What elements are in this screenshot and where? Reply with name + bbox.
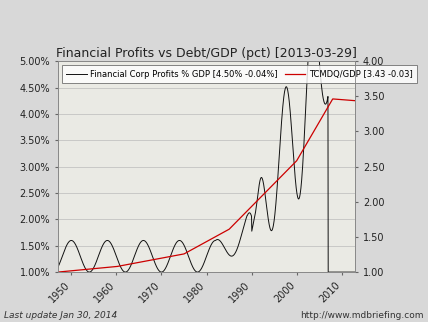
Financial Corp Profits % GDP [4.50% -0.04%] <box>218 239 223 243</box>
TCMDQ/GDP [3.43 -0.03] <box>211 236 217 240</box>
TCMDQ/GDP [3.43 -0.03] <box>218 232 223 236</box>
Financial Corp Profits % GDP [4.50% -0.04%] <box>155 267 160 271</box>
Line: TCMDQ/GDP [3.43 -0.03]: TCMDQ/GDP [3.43 -0.03] <box>58 99 355 272</box>
TCMDQ/GDP [3.43 -0.03] <box>155 257 160 261</box>
TCMDQ/GDP [3.43 -0.03] <box>330 97 336 101</box>
Financial Corp Profits % GDP [4.50% -0.04%] <box>55 266 60 270</box>
Financial Corp Profits % GDP [4.50% -0.04%] <box>326 270 331 274</box>
Line: Financial Corp Profits % GDP [4.50% -0.04%]: Financial Corp Profits % GDP [4.50% -0.0… <box>58 51 355 272</box>
Text: Last update Jan 30, 2014: Last update Jan 30, 2014 <box>4 311 118 320</box>
Financial Corp Profits % GDP [4.50% -0.04%] <box>95 257 100 261</box>
Financial Corp Profits % GDP [4.50% -0.04%] <box>105 239 110 242</box>
Text: http://www.mdbriefing.com: http://www.mdbriefing.com <box>300 311 424 320</box>
Legend: Financial Corp Profits % GDP [4.50% -0.04%], TCMDQ/GDP [3.43 -0.03]: Financial Corp Profits % GDP [4.50% -0.0… <box>62 65 416 83</box>
TCMDQ/GDP [3.43 -0.03] <box>55 270 60 274</box>
TCMDQ/GDP [3.43 -0.03] <box>95 267 100 270</box>
Financial Corp Profits % GDP [4.50% -0.04%] <box>353 270 358 274</box>
Title: Financial Profits vs Debt/GDP (pct) [2013-03-29]: Financial Profits vs Debt/GDP (pct) [201… <box>56 47 357 60</box>
Financial Corp Profits % GDP [4.50% -0.04%] <box>211 239 217 243</box>
TCMDQ/GDP [3.43 -0.03] <box>184 251 189 254</box>
TCMDQ/GDP [3.43 -0.03] <box>105 265 110 269</box>
Financial Corp Profits % GDP [4.50% -0.04%] <box>306 49 311 52</box>
Financial Corp Profits % GDP [4.50% -0.04%] <box>184 250 189 254</box>
TCMDQ/GDP [3.43 -0.03] <box>353 99 358 103</box>
